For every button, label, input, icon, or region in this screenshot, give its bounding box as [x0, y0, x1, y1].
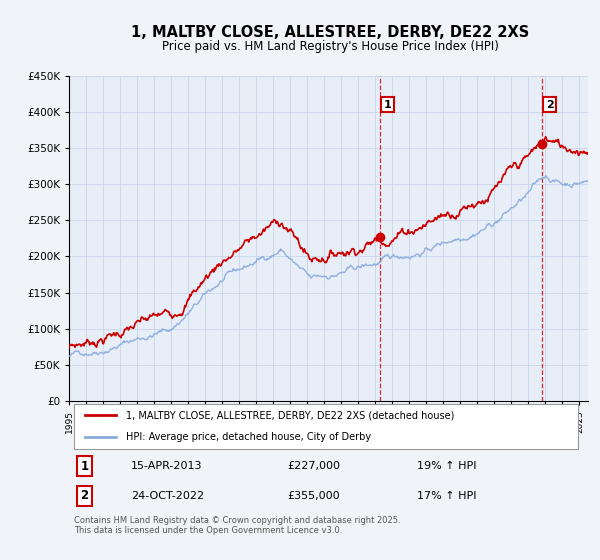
Text: 15-APR-2013: 15-APR-2013 — [131, 461, 203, 472]
Text: 1, MALTBY CLOSE, ALLESTREE, DERBY, DE22 2XS: 1, MALTBY CLOSE, ALLESTREE, DERBY, DE22 … — [131, 25, 529, 40]
Text: 2: 2 — [545, 100, 553, 110]
Text: 1: 1 — [80, 460, 89, 473]
Text: Price paid vs. HM Land Registry's House Price Index (HPI): Price paid vs. HM Land Registry's House … — [161, 40, 499, 53]
Text: £355,000: £355,000 — [287, 491, 340, 501]
Text: 19% ↑ HPI: 19% ↑ HPI — [417, 461, 476, 472]
Text: Contains HM Land Registry data © Crown copyright and database right 2025.
This d: Contains HM Land Registry data © Crown c… — [74, 516, 401, 535]
Text: HPI: Average price, detached house, City of Derby: HPI: Average price, detached house, City… — [126, 432, 371, 442]
Text: 17% ↑ HPI: 17% ↑ HPI — [417, 491, 476, 501]
Text: 1: 1 — [383, 100, 391, 110]
Text: 2: 2 — [80, 489, 89, 502]
FancyBboxPatch shape — [74, 404, 578, 449]
Text: £227,000: £227,000 — [287, 461, 340, 472]
Text: 1, MALTBY CLOSE, ALLESTREE, DERBY, DE22 2XS (detached house): 1, MALTBY CLOSE, ALLESTREE, DERBY, DE22 … — [126, 410, 454, 420]
Text: 24-OCT-2022: 24-OCT-2022 — [131, 491, 205, 501]
